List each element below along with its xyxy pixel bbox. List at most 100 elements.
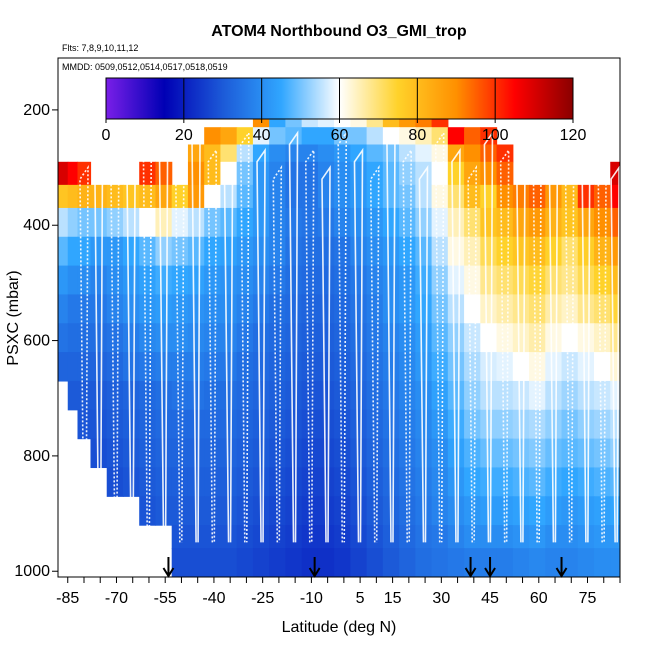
heatmap-cell — [561, 207, 579, 238]
heatmap-cell — [415, 438, 433, 469]
heatmap-cell — [529, 207, 546, 238]
heatmap-cell — [415, 184, 433, 209]
heatmap-cell — [106, 352, 124, 382]
heatmap-cell — [90, 184, 108, 209]
profile-trace — [483, 130, 494, 543]
heatmap-cell — [610, 467, 620, 497]
heatmap-cell — [480, 438, 498, 469]
heatmap-cell — [155, 265, 173, 296]
heatmap-cell — [415, 127, 433, 146]
heatmap-cell — [220, 207, 238, 238]
heatmap-cell — [512, 548, 530, 577]
heatmap-cell — [67, 184, 79, 209]
heatmap-cell — [529, 236, 546, 267]
heatmap-cell — [187, 294, 205, 324]
heatmap-cell — [334, 409, 351, 440]
heatmap-cell — [317, 438, 335, 469]
heatmap-cell — [317, 236, 335, 267]
heatmap-cell — [269, 548, 286, 577]
heatmap-cell — [529, 265, 546, 296]
heatmap-cell — [415, 548, 433, 577]
heatmap-cell — [220, 352, 238, 382]
heatmap-cell — [301, 352, 319, 382]
heatmap-cell — [285, 467, 303, 497]
heatmap-cell — [204, 294, 222, 324]
heatmap-cell — [529, 496, 546, 526]
x-axis-label: Latitude (deg N) — [282, 619, 397, 636]
heatmap-cell — [220, 294, 238, 324]
heatmap-cell — [90, 265, 108, 296]
heatmap-cell — [594, 294, 611, 324]
heatmap-cell — [106, 380, 124, 411]
heatmap-cell — [77, 265, 92, 296]
profile-trace — [386, 130, 396, 543]
heatmap-cell — [464, 409, 481, 440]
heatmap-cell — [301, 323, 319, 353]
heatmap-cell — [399, 380, 416, 411]
heatmap-cell — [496, 207, 514, 238]
heatmap-cell — [431, 548, 449, 577]
heatmap-cell — [187, 548, 205, 577]
heatmap-cell — [382, 323, 400, 353]
heatmap-cell — [545, 380, 563, 411]
heatmap-cell — [399, 352, 416, 382]
heatmap-cell — [139, 496, 157, 526]
heatmap-cell — [399, 438, 416, 469]
heatmap-cell — [464, 352, 481, 382]
heatmap-cell — [366, 144, 384, 163]
heatmap-cell — [382, 438, 400, 469]
heatmap-cell — [67, 236, 79, 267]
heatmap-cell — [236, 144, 254, 163]
heatmap-cell — [67, 352, 79, 382]
heatmap-cell — [285, 184, 303, 209]
heatmap-cell — [350, 548, 368, 577]
heatmap-cell — [415, 207, 433, 238]
heatmap-cell — [577, 265, 595, 296]
x-tick-label: 75 — [579, 590, 597, 607]
x-tick-label: -55 — [154, 590, 177, 607]
heatmap-cell — [317, 548, 335, 577]
heatmap-cell — [480, 161, 498, 186]
heatmap-cell — [431, 236, 449, 267]
heatmap-cell — [577, 236, 595, 267]
heatmap-cell — [512, 184, 530, 209]
colorbar: 0 20 40 60 80 100 120 — [102, 77, 586, 144]
profile-trace — [223, 164, 234, 543]
heatmap-cell — [139, 352, 157, 382]
heatmap-cell — [350, 127, 368, 146]
heatmap-cell — [334, 438, 351, 469]
heatmap-cell — [447, 265, 465, 296]
heatmap-cell — [610, 380, 620, 411]
heatmap-cell — [90, 294, 108, 324]
heatmap-cell — [480, 236, 498, 267]
heatmap-cell — [301, 496, 319, 526]
heatmap-cell — [58, 184, 69, 209]
heatmap-cell — [285, 207, 303, 238]
heatmap-cell — [334, 323, 351, 353]
heatmap-cell — [496, 438, 514, 469]
heatmap-cell — [236, 380, 254, 411]
heatmap-cell — [545, 294, 563, 324]
heatmap-cell — [480, 265, 498, 296]
heatmap-cell — [317, 127, 335, 146]
heatmap-cell — [204, 265, 222, 296]
heatmap-cell — [106, 323, 124, 353]
heatmap-cell — [610, 352, 620, 382]
heatmap-cell — [269, 352, 286, 382]
heatmap-cell — [529, 467, 546, 497]
profile-trace — [158, 147, 169, 543]
heatmap-cell — [285, 438, 303, 469]
heatmap-cell — [204, 467, 222, 497]
profile-trace — [532, 130, 542, 543]
colorbar-tick-label: 0 — [102, 127, 111, 144]
heatmap-cell — [155, 352, 173, 382]
heatmap-cell — [317, 409, 335, 440]
colorbar-tick-label: 60 — [331, 127, 349, 144]
heatmap-cell — [334, 184, 351, 209]
heatmap-cell — [577, 438, 595, 469]
heatmap-cell — [187, 207, 205, 238]
heatmap-cell — [252, 409, 270, 440]
heatmap-cell — [187, 236, 205, 267]
heatmap-cell — [77, 380, 92, 411]
heatmap-cell — [77, 294, 92, 324]
